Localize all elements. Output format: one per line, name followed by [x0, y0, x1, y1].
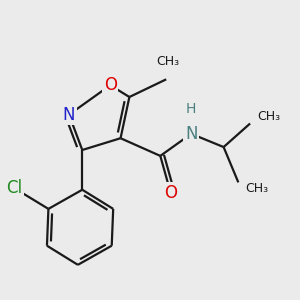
Text: H: H	[186, 102, 196, 116]
Text: O: O	[164, 184, 177, 202]
Text: CH₃: CH₃	[257, 110, 280, 123]
Text: N: N	[185, 125, 197, 143]
Text: Cl: Cl	[7, 179, 22, 197]
Text: CH₃: CH₃	[156, 55, 179, 68]
Text: CH₃: CH₃	[246, 182, 269, 195]
Text: N: N	[63, 106, 75, 124]
Text: O: O	[104, 76, 117, 94]
